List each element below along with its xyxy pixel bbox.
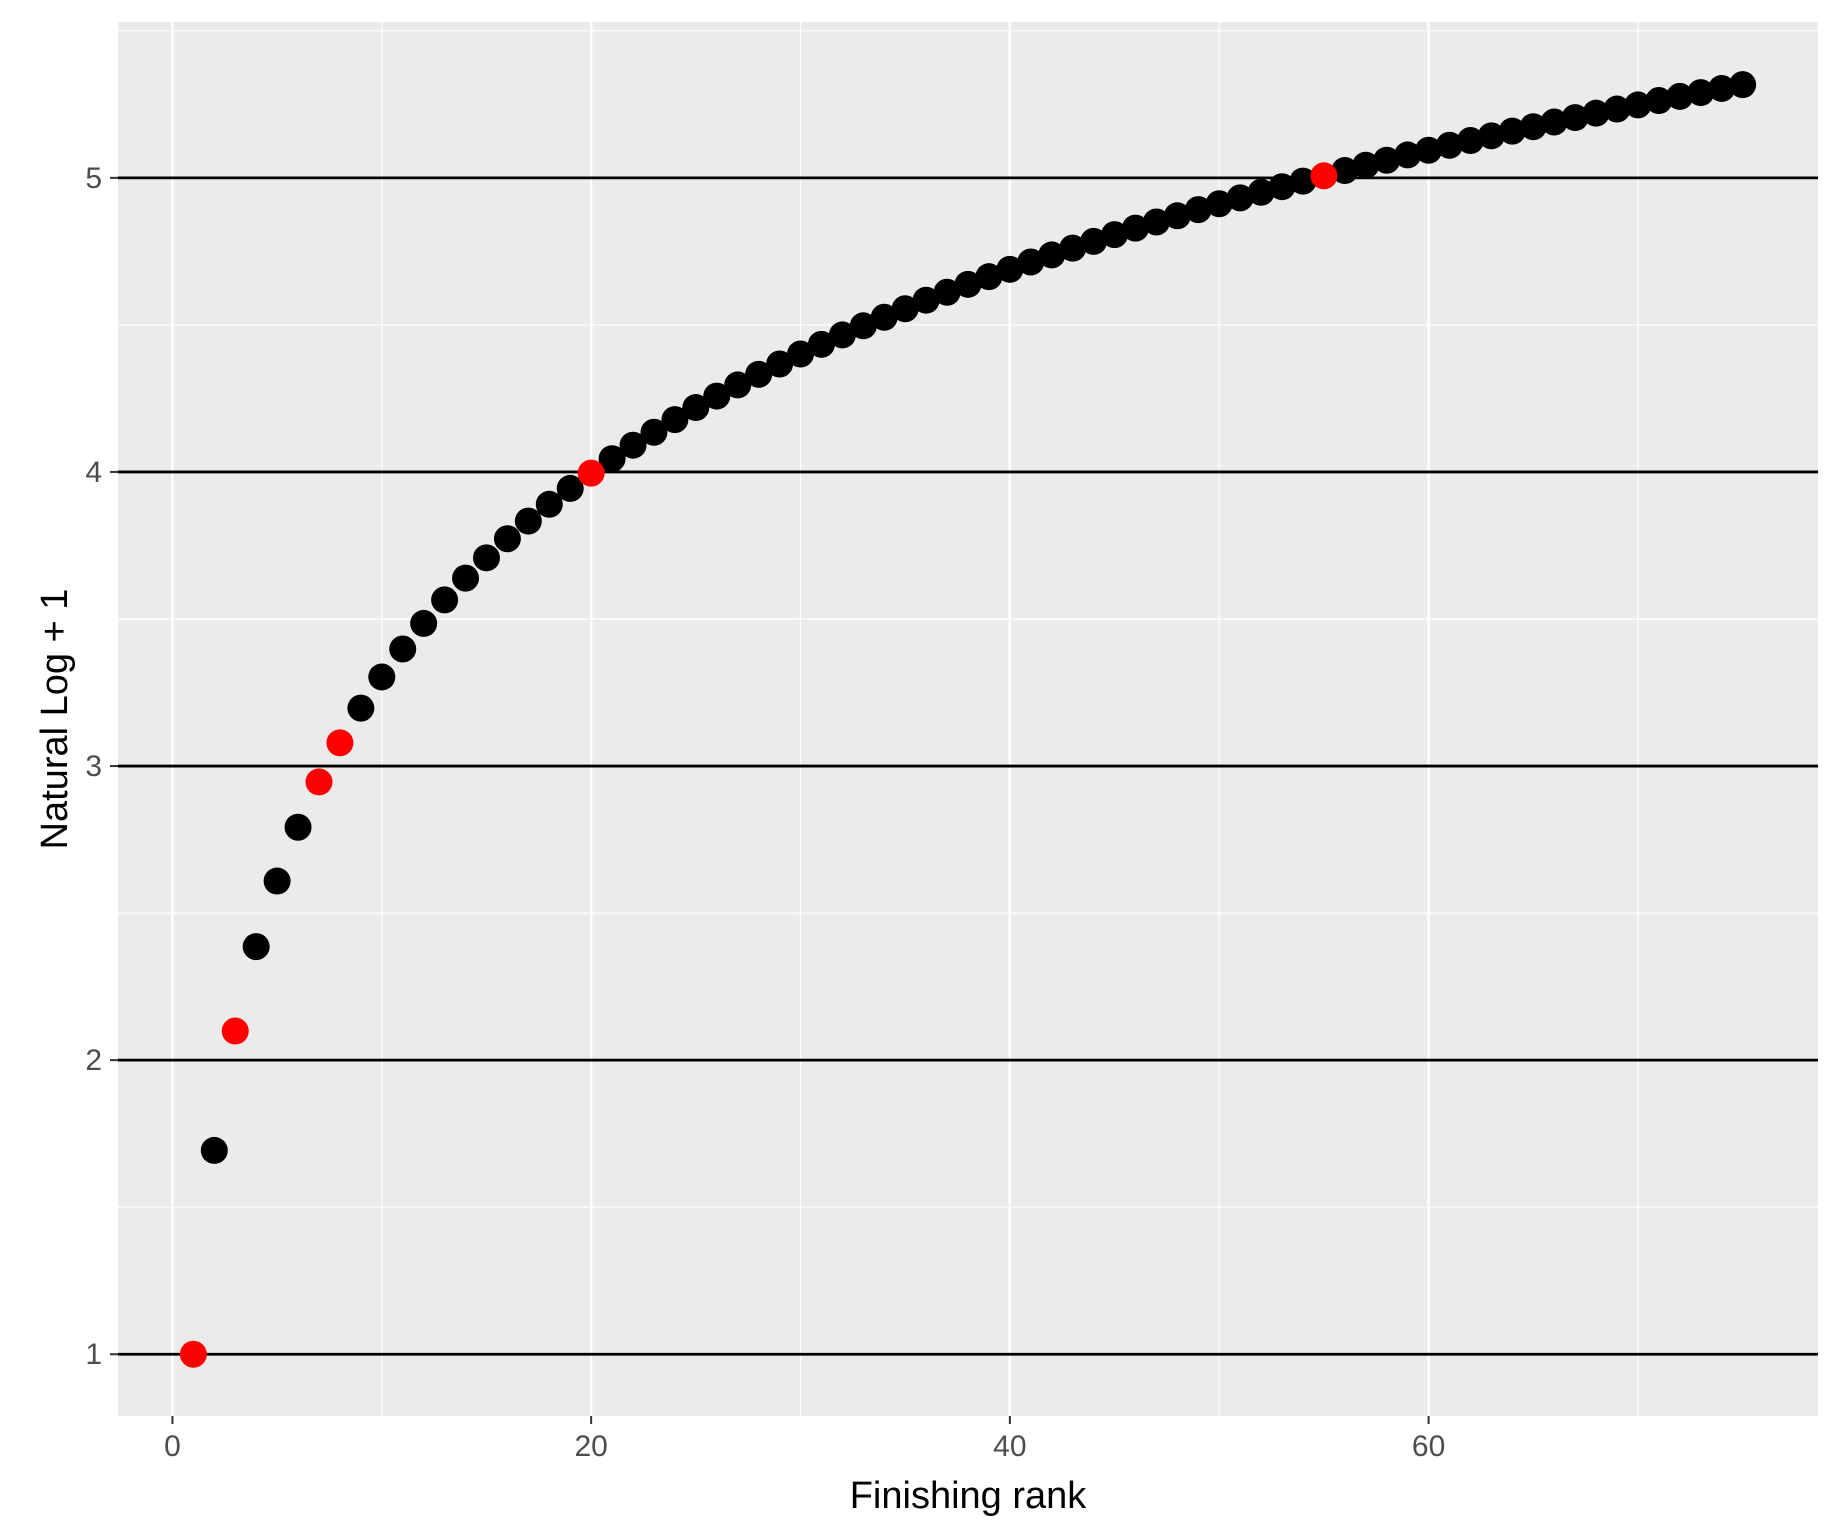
- minor-gridlines: [118, 22, 1818, 1416]
- data-point: [1017, 248, 1045, 276]
- data-point: [1205, 190, 1233, 218]
- data-point: [1540, 108, 1568, 136]
- data-point: [1456, 127, 1484, 155]
- highlighted-data-point: [305, 768, 333, 796]
- data-point: [242, 933, 270, 961]
- data-point: [514, 507, 542, 535]
- y-tick-label: 4: [85, 456, 102, 489]
- plot-panel: [118, 22, 1818, 1416]
- data-point: [766, 350, 794, 378]
- data-point: [954, 270, 982, 298]
- data-point: [1226, 184, 1254, 212]
- reference-lines: [118, 176, 1818, 1356]
- data-point: [1373, 146, 1401, 174]
- data-point: [431, 586, 459, 614]
- data-point: [200, 1136, 228, 1164]
- data-point: [452, 564, 480, 592]
- data-point: [1101, 221, 1129, 249]
- data-point: [891, 295, 919, 323]
- y-tick-label: 5: [85, 162, 102, 195]
- data-point: [975, 263, 1003, 291]
- highlighted-data-point: [577, 459, 605, 487]
- x-axis-title: Finishing rank: [850, 1475, 1088, 1517]
- data-point: [1666, 82, 1694, 110]
- data-point: [1268, 173, 1296, 201]
- y-axis-title: Natural Log + 1: [34, 589, 76, 850]
- data-point: [1289, 167, 1317, 195]
- highlighted-data-point: [326, 729, 354, 757]
- data-point: [1603, 95, 1631, 123]
- data-points: [179, 71, 1757, 1368]
- x-tick-label: 40: [993, 1430, 1026, 1463]
- x-tick-label: 60: [1412, 1430, 1445, 1463]
- data-point: [1394, 141, 1422, 169]
- data-point: [933, 278, 961, 306]
- data-point: [472, 544, 500, 572]
- data-point: [1477, 122, 1505, 150]
- data-point: [1498, 117, 1526, 145]
- data-point: [1519, 113, 1547, 141]
- data-point: [682, 394, 710, 422]
- data-point: [1142, 208, 1170, 236]
- data-point: [284, 813, 312, 841]
- data-point: [745, 360, 773, 388]
- y-tick-label: 3: [85, 750, 102, 783]
- data-point: [640, 418, 668, 446]
- x-tick-label: 0: [164, 1430, 181, 1463]
- data-point: [598, 445, 626, 473]
- x-axis: 0 20 40 60: [164, 1416, 1445, 1463]
- highlighted-data-point: [1310, 162, 1338, 190]
- data-point: [1436, 131, 1464, 159]
- data-point: [849, 312, 877, 340]
- data-point: [1645, 87, 1673, 115]
- data-point: [535, 490, 563, 518]
- highlighted-data-point: [179, 1340, 207, 1368]
- data-point: [347, 694, 375, 722]
- data-point: [1415, 136, 1443, 164]
- x-tick-label: 20: [574, 1430, 607, 1463]
- y-axis: 1 2 3 4 5: [85, 162, 118, 1371]
- data-point: [828, 321, 856, 349]
- data-point: [1184, 196, 1212, 224]
- data-point: [996, 255, 1024, 283]
- data-point: [389, 635, 417, 663]
- data-point: [368, 663, 396, 691]
- data-point: [912, 286, 940, 314]
- data-point: [263, 867, 291, 895]
- data-point: [410, 609, 438, 637]
- data-point: [1247, 178, 1275, 206]
- data-point: [1038, 241, 1066, 269]
- data-point: [724, 371, 752, 399]
- data-point: [1708, 74, 1736, 102]
- data-point: [1624, 91, 1652, 119]
- highlighted-data-point: [221, 1017, 249, 1045]
- data-point: [787, 340, 815, 368]
- data-point: [1163, 202, 1191, 230]
- data-point: [493, 525, 521, 553]
- data-point: [1121, 214, 1149, 242]
- data-point: [1582, 99, 1610, 127]
- data-point: [1331, 157, 1359, 185]
- data-point: [1080, 227, 1108, 255]
- data-point: [703, 382, 731, 410]
- data-point: [1687, 79, 1715, 107]
- data-point: [807, 330, 835, 358]
- data-point: [1561, 104, 1589, 132]
- data-point: [870, 303, 898, 331]
- data-point: [619, 431, 647, 459]
- data-point: [1352, 151, 1380, 179]
- data-point: [556, 474, 584, 502]
- y-tick-label: 2: [85, 1044, 102, 1077]
- data-point: [1059, 234, 1087, 262]
- data-point: [1729, 71, 1757, 99]
- data-point: [661, 406, 689, 434]
- y-tick-label: 1: [85, 1338, 102, 1371]
